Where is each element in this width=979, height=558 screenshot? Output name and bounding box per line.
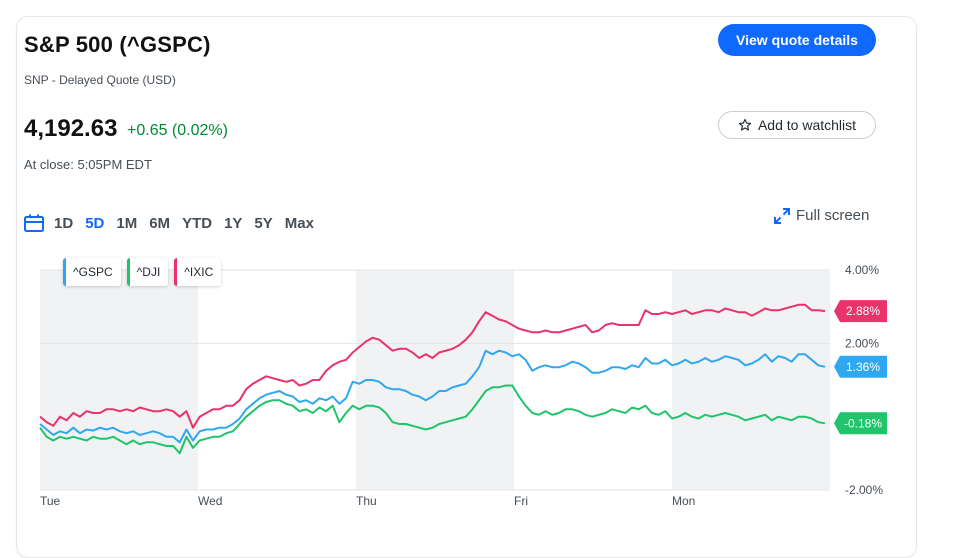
series-line-gspc [39,349,826,444]
price-chart[interactable]: 4.00% 2.00% -2.00% Tue Wed Thu Fri Mon 1.36% -0.1… [0,0,979,544]
range-1y[interactable]: 1Y [224,214,243,232]
legend-item-dji[interactable]: ^DJI [126,258,169,286]
y-tick-label: 4.00% [845,263,879,277]
x-tick-label: Fri [514,494,528,508]
x-tick-label: Thu [356,494,377,508]
legend-item-ixic[interactable]: ^IXIC [174,258,222,286]
chart-legend: ^GSPC ^DJI ^IXIC [63,258,222,286]
end-label-bg [834,355,887,378]
page-title: S&P 500 (^GSPC) [24,32,211,57]
add-to-watchlist-button[interactable]: Add to watchlist [718,111,876,139]
x-tick-label: Tue [40,494,61,508]
legend-label: ^GSPC [73,265,113,279]
legend-swatch [63,258,66,286]
day-band [40,270,198,490]
legend-swatch [174,258,178,286]
end-label-text: 2.88% [846,304,880,318]
range-5d[interactable]: 5D [85,214,105,232]
fullscreen-button[interactable]: Full screen [774,207,869,224]
quote-source: SNP - Delayed Quote (USD) [24,73,176,87]
y-tick-label: 2.00% [845,336,879,350]
legend-swatch [126,258,130,286]
price: 4,192.63 [24,115,118,142]
end-label-ixic: 2.88% [834,300,887,323]
watchlist-label: Add to watchlist [757,117,857,133]
price-change: +0.65 (0.02%) [127,122,228,139]
series-line-ixic [39,303,826,429]
day-band [514,270,672,490]
x-tick-label: Wed [198,494,222,508]
end-label-gspc: 1.36% [834,355,887,378]
day-band [356,270,514,490]
star-icon [738,118,752,131]
y-tick-label: -2.00% [845,483,883,497]
end-label-dji: -0.18% [834,412,887,435]
series-line-dji [39,384,826,455]
range-ytd[interactable]: YTD [182,214,213,232]
calendar-icon[interactable] [24,214,44,232]
fullscreen-label: Full screen [796,207,870,224]
range-6m[interactable]: 6M [149,214,171,232]
end-label-text: -0.18% [844,416,882,430]
view-quote-button[interactable]: View quote details [718,24,876,56]
range-5y[interactable]: 5Y [254,214,273,232]
legend-label: ^IXIC [184,265,214,279]
legend-label: ^DJI [136,265,161,279]
legend-item-gspc[interactable]: ^GSPC [63,258,121,286]
close-time: At close: 5:05PM EDT [24,157,152,172]
end-label-bg [834,300,887,323]
expand-icon [774,207,790,224]
range-max[interactable]: Max [284,214,314,232]
range-selector: 1D 5D 1M 6M YTD 1Y 5Y Max [24,214,326,232]
end-label-bg [834,412,887,435]
range-1d[interactable]: 1D [54,214,74,232]
day-band [672,270,830,490]
x-tick-label: Mon [672,494,695,508]
end-label-text: 1.36% [846,360,880,374]
range-1m[interactable]: 1M [116,214,138,232]
